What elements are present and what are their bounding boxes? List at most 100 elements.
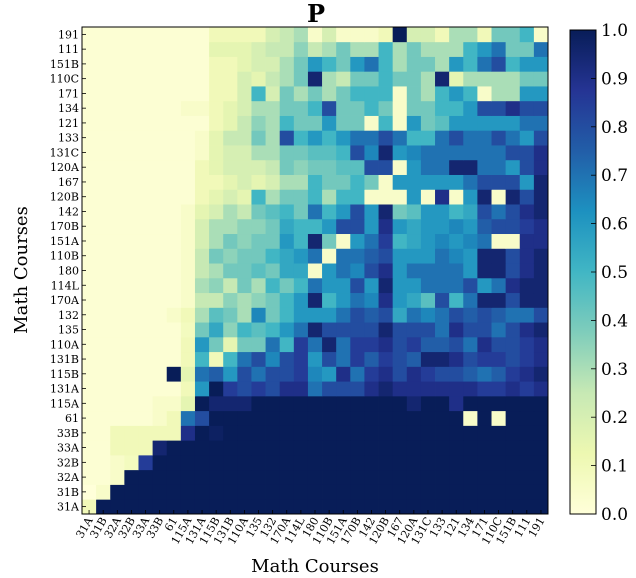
heatmap-cell <box>293 41 309 57</box>
heatmap-cell <box>449 115 464 131</box>
heatmap-cell <box>138 71 153 87</box>
heatmap-cell <box>350 145 365 161</box>
heatmap-cell <box>96 440 111 456</box>
heatmap-cell <box>420 454 436 471</box>
heatmap-cell <box>124 145 139 161</box>
heatmap-cell <box>463 292 478 308</box>
heatmap-cell <box>420 469 436 485</box>
heatmap-cell <box>265 469 281 485</box>
heatmap-cell <box>279 351 295 367</box>
heatmap-cell <box>166 440 182 456</box>
heatmap-cell <box>392 86 408 102</box>
heatmap-cell <box>251 130 266 146</box>
heatmap-cell <box>237 292 252 308</box>
heatmap-cell <box>251 115 266 131</box>
heatmap-cell <box>336 292 351 308</box>
heatmap-cell <box>124 71 139 87</box>
heatmap-cell <box>110 56 125 72</box>
y-tick-label: 151A <box>50 235 80 248</box>
heatmap-cell <box>364 484 379 500</box>
heatmap-cell <box>420 159 436 175</box>
heatmap-cell <box>406 233 422 249</box>
heatmap-cell <box>96 204 111 220</box>
heatmap-cell <box>152 218 168 235</box>
heatmap-cell <box>350 469 365 485</box>
heatmap-cell <box>477 189 492 205</box>
heatmap-cell <box>138 218 153 235</box>
heatmap-cell <box>435 174 450 190</box>
heatmap-cell <box>364 204 379 220</box>
heatmap-cell <box>519 130 535 146</box>
heatmap-cell <box>138 410 153 426</box>
heatmap-cell <box>82 410 97 426</box>
heatmap-cell <box>138 233 153 249</box>
heatmap-cell <box>152 366 168 382</box>
heatmap-cell <box>124 395 139 412</box>
heatmap-cell <box>82 307 97 323</box>
heatmap-cell <box>322 277 337 294</box>
heatmap-cell <box>96 292 111 308</box>
heatmap-cell <box>251 395 266 412</box>
heatmap-cell <box>406 351 422 367</box>
heatmap-cell <box>435 263 450 279</box>
heatmap-cell <box>293 322 309 338</box>
heatmap-cell <box>519 381 535 397</box>
heatmap-cell <box>194 322 210 338</box>
heatmap-cell <box>392 410 408 426</box>
heatmap-cell <box>392 307 408 323</box>
heatmap-cell <box>449 204 464 220</box>
colorbar-tick-label: 0.4 <box>601 311 628 331</box>
heatmap-cell <box>279 277 295 294</box>
heatmap-cell <box>223 484 238 500</box>
heatmap-cell <box>491 41 507 57</box>
heatmap-cell <box>336 86 351 102</box>
heatmap-cell <box>435 130 450 146</box>
heatmap-cell <box>82 189 97 205</box>
heatmap-cell <box>322 395 337 412</box>
heatmap-cell <box>180 86 196 102</box>
heatmap-cell <box>435 410 450 426</box>
heatmap-cell <box>209 454 224 471</box>
heatmap-cell <box>364 189 379 205</box>
heatmap-cell <box>265 56 281 72</box>
heatmap-cell <box>251 322 266 338</box>
heatmap-cell <box>420 115 436 131</box>
heatmap-cell <box>364 115 379 131</box>
heatmap-cell <box>307 454 323 471</box>
heatmap-cell <box>166 292 182 308</box>
heatmap-cell <box>265 86 281 102</box>
heatmap-cell <box>279 115 295 131</box>
heatmap-cell <box>223 322 238 338</box>
heatmap-cell <box>378 277 394 294</box>
y-tick-label: 191 <box>58 28 79 41</box>
heatmap-cell <box>279 336 295 353</box>
heatmap-cell <box>209 100 224 116</box>
heatmap-cell <box>293 130 309 146</box>
heatmap-cell <box>307 336 323 353</box>
heatmap-cell <box>209 204 224 220</box>
heatmap-cells <box>82 27 549 515</box>
colorbar-tick-label: 0.7 <box>601 166 628 186</box>
heatmap-cell <box>251 469 266 485</box>
heatmap-cell <box>477 41 492 57</box>
heatmap-cell <box>533 440 549 456</box>
heatmap-cell <box>350 233 365 249</box>
heatmap-cell <box>463 454 478 471</box>
heatmap-cell <box>491 322 507 338</box>
heatmap-cell <box>110 263 125 279</box>
heatmap-cell <box>265 292 281 308</box>
heatmap-cell <box>449 366 464 382</box>
heatmap-cell <box>336 336 351 353</box>
heatmap-cell <box>96 189 111 205</box>
heatmap-cell <box>533 145 549 161</box>
heatmap-cell <box>265 307 281 323</box>
heatmap-cell <box>406 410 422 426</box>
heatmap-cell <box>350 159 365 175</box>
heatmap-cell <box>336 130 351 146</box>
heatmap-cell <box>194 499 210 515</box>
heatmap-cell <box>378 381 394 397</box>
colorbar-tick-label: 0.0 <box>601 505 628 525</box>
heatmap-cell <box>477 292 492 308</box>
heatmap-cell <box>350 115 365 131</box>
